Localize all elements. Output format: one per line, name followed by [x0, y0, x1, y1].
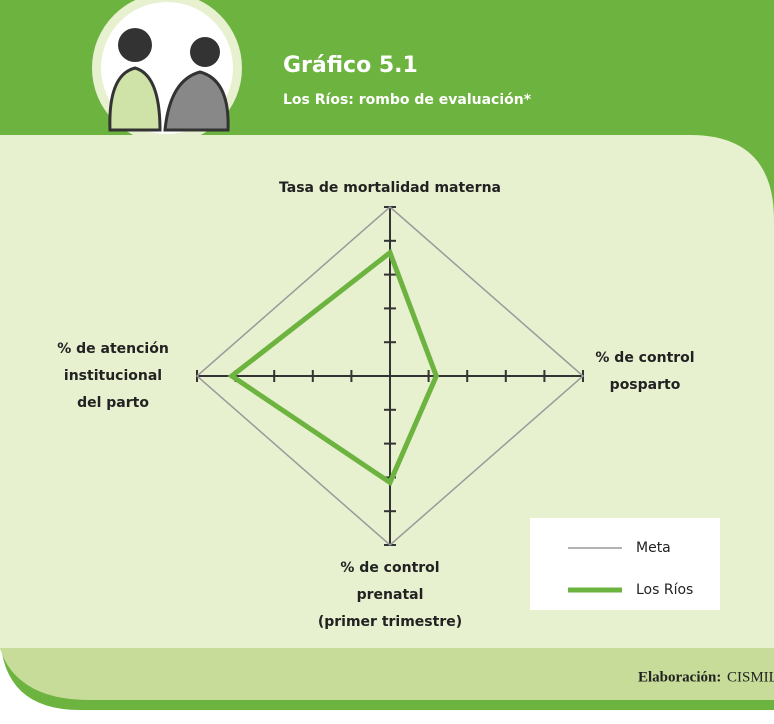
- icon-body: [163, 70, 230, 132]
- icon-head: [118, 28, 152, 62]
- series-polygon: [227, 248, 440, 487]
- axis-label: (primer trimestre): [318, 614, 462, 630]
- axis-label: Tasa de mortalidad materna: [279, 180, 501, 196]
- series-polygon: [195, 206, 585, 546]
- footer-source: CISMIL: [727, 669, 774, 685]
- legend-label: Meta: [636, 540, 671, 556]
- chart-subtitle: Los Ríos: rombo de evaluación*: [283, 92, 532, 108]
- axis-label: posparto: [610, 377, 681, 393]
- axis-label: del parto: [77, 395, 149, 411]
- legend-label: Los Ríos: [636, 582, 693, 598]
- footer-band: [0, 648, 774, 700]
- axis-label: % de control: [595, 350, 694, 366]
- axis-label: % de control: [340, 560, 439, 576]
- axis-label: institucional: [64, 368, 162, 384]
- axis-label: % de atención: [57, 341, 169, 357]
- legend-box: [530, 518, 720, 610]
- icon-head: [190, 37, 220, 67]
- chart-title: Gráfico 5.1: [283, 53, 418, 78]
- axis-label: prenatal: [357, 587, 424, 603]
- footer-label: Elaboración:: [638, 669, 721, 685]
- icon-body: [108, 66, 162, 132]
- icon: [92, 0, 242, 143]
